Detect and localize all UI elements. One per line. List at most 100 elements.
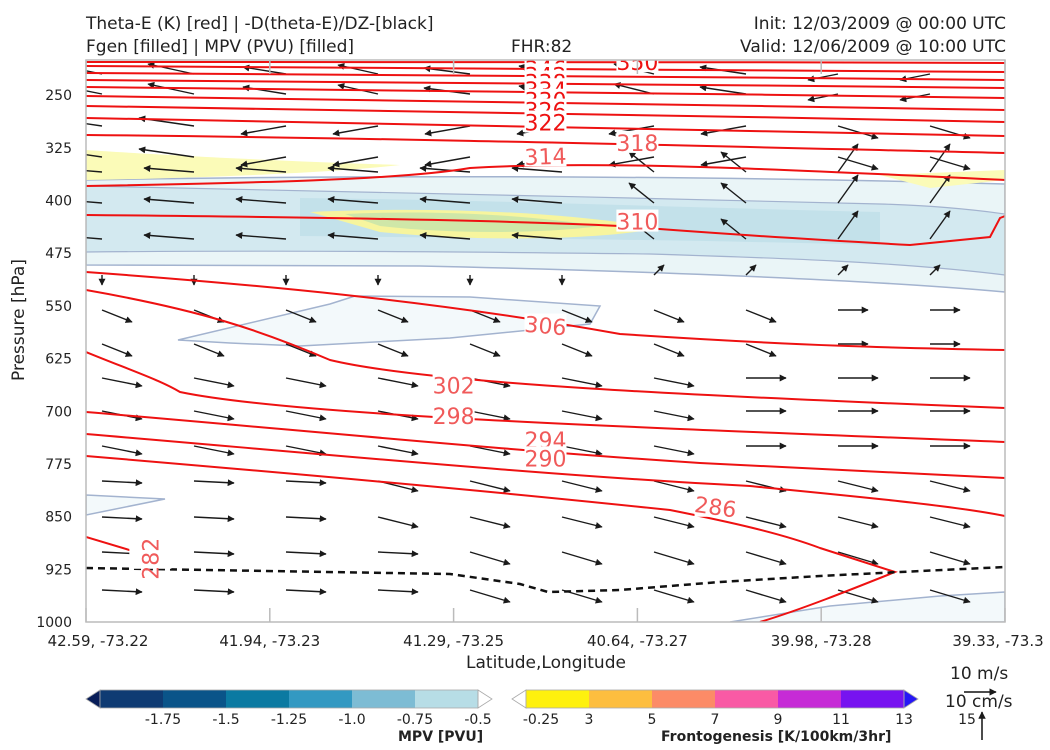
wind-vector xyxy=(929,264,941,276)
wind-vector xyxy=(511,232,563,240)
colorbar-tick-label: -0.75 xyxy=(397,712,433,728)
wind-vector xyxy=(327,232,379,240)
y-tick-label: 550 xyxy=(45,299,72,315)
wind-vector xyxy=(285,410,327,422)
mpv-region-lower xyxy=(177,295,602,347)
colorbar-swatch xyxy=(100,690,164,708)
theta-e-label-310: 310 xyxy=(616,209,659,236)
wind-vector xyxy=(469,445,511,457)
wind-vector xyxy=(653,589,695,604)
wind-vector xyxy=(86,122,103,127)
colorbar-tick-label: 9 xyxy=(774,712,783,728)
wind-vector xyxy=(285,479,327,487)
colorbar-swatch xyxy=(589,690,653,708)
colorbar-swatch xyxy=(226,690,290,708)
colorbar-tick-label: 5 xyxy=(648,712,657,728)
colorbar-tick-label: -0.25 xyxy=(523,712,559,728)
y-tick-label: 625 xyxy=(45,352,72,368)
mpv-region-surface xyxy=(729,591,1005,622)
wind-vector xyxy=(561,445,603,457)
wind-vector xyxy=(837,156,879,171)
wind-vector xyxy=(929,480,971,493)
wind-vector xyxy=(653,480,695,493)
wind-vector xyxy=(469,410,511,422)
wind-vector xyxy=(193,588,235,596)
svg-text:306: 306 xyxy=(523,313,567,342)
svg-text:310: 310 xyxy=(616,211,658,236)
wind-vector xyxy=(561,343,593,357)
colorbar-swatch xyxy=(715,690,779,708)
theta-e-contour-306 xyxy=(86,271,1005,351)
colorbar-tick-label: 13 xyxy=(895,712,913,728)
colorbar-tick-label: -1.25 xyxy=(271,712,307,728)
wind-vector xyxy=(837,264,849,276)
colorbar-tick-label: -1.0 xyxy=(338,712,365,728)
wind-vector xyxy=(561,309,593,323)
wind-vector xyxy=(561,377,603,389)
wind-vector xyxy=(653,377,695,389)
wind-vector xyxy=(469,516,511,529)
y-tick-label: 925 xyxy=(45,562,72,578)
wind-vector xyxy=(653,309,685,323)
wind-vector xyxy=(720,182,747,204)
wind-vector xyxy=(929,125,971,140)
wind-vector xyxy=(86,90,103,95)
wind-vector xyxy=(377,588,419,596)
wind-vector xyxy=(235,232,287,240)
y-tick-label: 475 xyxy=(45,246,72,262)
wind-vector xyxy=(700,156,747,168)
theta-e-label-282: 282 xyxy=(129,538,172,580)
wind-vector xyxy=(86,153,103,158)
wind-vector xyxy=(285,309,317,323)
wind-vector xyxy=(377,550,419,558)
wind-vector xyxy=(929,589,971,604)
colorbar-swatch xyxy=(289,690,353,708)
wind-vector xyxy=(143,196,195,204)
plot-frame xyxy=(85,59,1006,623)
wind-vector xyxy=(837,516,879,529)
title-left-line1: Theta-E (K) [red] | -D(theta-E)/DZ-[blac… xyxy=(86,14,434,34)
colorbar-extend-min xyxy=(85,689,101,709)
wind-vector xyxy=(193,550,235,558)
wind-vector xyxy=(561,551,603,566)
x-tick-label: 41.29, -73.25 xyxy=(403,632,504,650)
wind-vector xyxy=(628,182,655,204)
wind-vector xyxy=(101,479,143,487)
colorbar-tick-label: -0.5 xyxy=(464,712,491,728)
wind-vector xyxy=(240,125,287,137)
theta-e-contour-290 xyxy=(86,433,1005,517)
wind-vector xyxy=(242,64,287,75)
wind-vector xyxy=(101,343,133,357)
theta-e-contour-314 xyxy=(86,164,1005,187)
colorbar-tick-label: 15 xyxy=(958,712,976,728)
wind-vector xyxy=(745,589,787,604)
wind-vector xyxy=(653,551,695,566)
wind-vector xyxy=(101,309,133,323)
wind-vector xyxy=(327,196,379,204)
svg-text:302: 302 xyxy=(433,374,475,399)
wind-vector xyxy=(929,143,951,173)
theta-e-label-306: 306 xyxy=(523,313,567,342)
wind-vector xyxy=(377,343,409,357)
colorbar-tick-label: 3 xyxy=(585,712,594,728)
wind-vector xyxy=(929,156,971,171)
y-axis: 250 325 400 475 550 625 700 775 850 925 1000 xyxy=(36,88,72,631)
wind-vector xyxy=(419,165,471,173)
wind-vector xyxy=(285,588,327,596)
wind-vector xyxy=(699,84,747,95)
wind-vector xyxy=(332,125,379,137)
wind-vector xyxy=(235,196,287,204)
svg-text:318: 318 xyxy=(616,132,658,157)
wind-vector xyxy=(143,165,195,173)
colorbar-swatch xyxy=(163,690,227,708)
colorbar-tick-label: 7 xyxy=(711,712,720,728)
wind-vector xyxy=(327,165,379,173)
frontogenesis-colorbar: 3 5 7 9 11 13 15 xyxy=(511,689,976,728)
fgen-region-right xyxy=(880,170,1005,188)
x-tick-label: 39.33, -73.3 xyxy=(952,632,1043,650)
mpv-region-left-850 xyxy=(86,494,166,516)
wind-vector xyxy=(86,201,103,204)
wind-vector xyxy=(424,156,471,168)
wind-vector xyxy=(511,196,563,204)
y-tick-label: 700 xyxy=(45,404,72,420)
